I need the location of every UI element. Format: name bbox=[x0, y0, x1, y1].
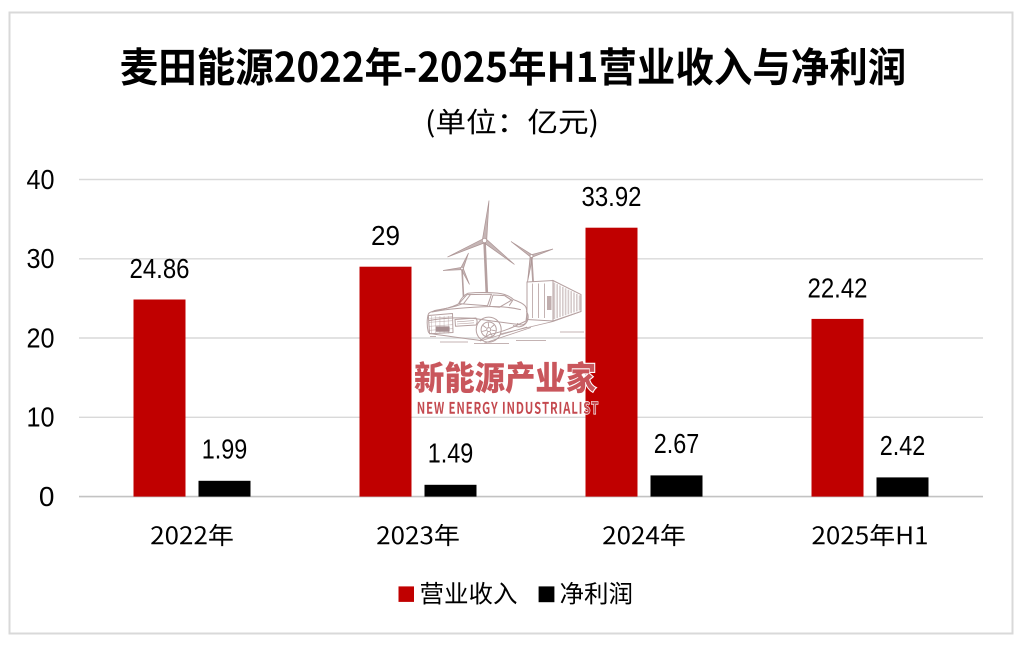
svg-text:40: 40 bbox=[27, 164, 55, 195]
svg-text:22.42: 22.42 bbox=[808, 272, 868, 303]
svg-text:2.67: 2.67 bbox=[654, 428, 700, 459]
svg-text:24.86: 24.86 bbox=[130, 253, 190, 284]
svg-text:2.42: 2.42 bbox=[880, 430, 926, 461]
svg-text:30: 30 bbox=[27, 243, 55, 274]
svg-text:29: 29 bbox=[371, 220, 400, 251]
svg-text:1.99: 1.99 bbox=[202, 433, 248, 464]
svg-text:10: 10 bbox=[27, 402, 55, 433]
svg-text:33.92: 33.92 bbox=[582, 181, 642, 212]
svg-text:0: 0 bbox=[39, 481, 55, 512]
svg-text:1.49: 1.49 bbox=[428, 437, 474, 468]
svg-text:20: 20 bbox=[27, 322, 55, 353]
